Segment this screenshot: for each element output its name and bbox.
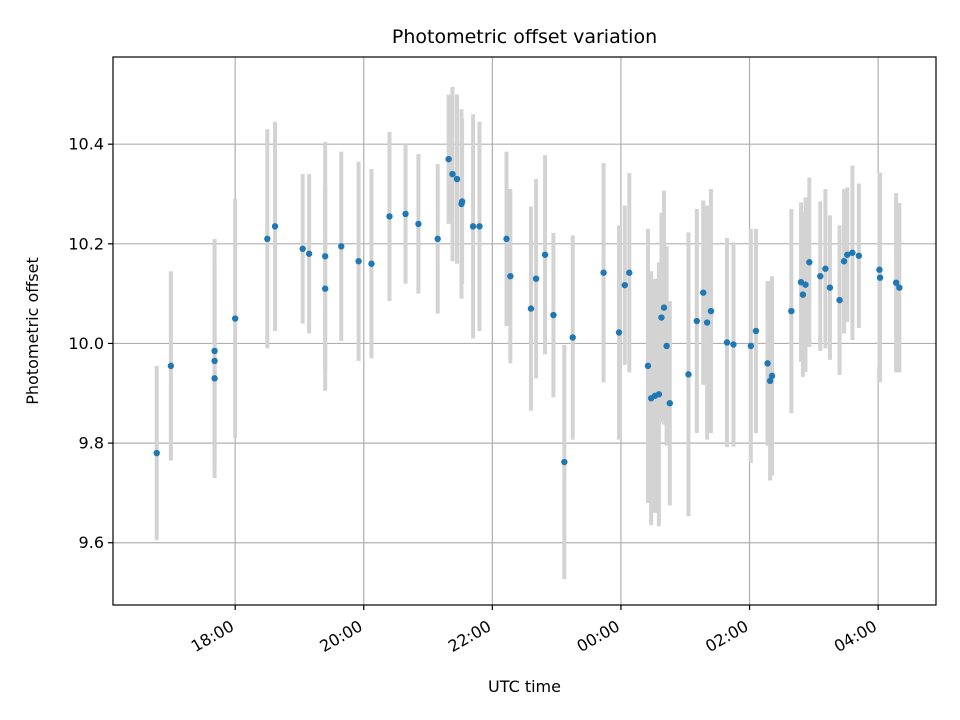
data-point <box>550 311 557 319</box>
y-tick-label: 10.4 <box>68 135 104 154</box>
data-point <box>386 213 393 220</box>
data-point <box>703 319 711 326</box>
data-point <box>305 250 313 257</box>
data-point <box>876 266 883 273</box>
data-point <box>532 275 540 282</box>
data-point <box>476 223 483 230</box>
y-tick-label: 10.0 <box>68 334 104 353</box>
data-point <box>844 251 851 258</box>
plot-frame <box>112 56 937 606</box>
data-point <box>271 223 279 230</box>
data-points <box>153 155 903 466</box>
data-point <box>655 391 663 398</box>
data-point <box>876 274 884 281</box>
data-point <box>402 210 409 218</box>
data-point <box>231 315 239 322</box>
data-point <box>507 273 514 280</box>
data-point <box>541 251 549 258</box>
data-point <box>849 249 856 256</box>
data-point <box>766 377 774 385</box>
data-point <box>211 375 218 382</box>
data-point <box>658 314 665 321</box>
data-point <box>449 170 456 178</box>
data-point <box>561 458 568 466</box>
data-point <box>663 342 670 350</box>
data-point <box>752 327 760 335</box>
data-point <box>321 285 329 292</box>
data-point <box>299 245 306 252</box>
data-point <box>788 307 795 315</box>
data-point <box>700 289 707 296</box>
data-point <box>693 317 701 325</box>
data-point <box>469 223 477 230</box>
data-point <box>826 284 834 291</box>
y-axis-title: Photometric offset <box>23 257 42 405</box>
data-point <box>167 362 175 370</box>
data-point <box>600 269 607 276</box>
data-point <box>621 281 629 289</box>
y-tick-label: 9.8 <box>79 434 104 453</box>
data-point <box>264 235 271 243</box>
data-point <box>527 305 535 312</box>
data-point <box>434 235 441 243</box>
data-point <box>768 372 776 380</box>
data-point <box>666 400 674 407</box>
data-point <box>458 198 466 205</box>
data-point <box>822 265 829 272</box>
data-point <box>896 284 903 291</box>
data-point <box>453 175 461 183</box>
data-point <box>802 281 809 288</box>
y-tick-label: 10.2 <box>68 234 104 253</box>
y-axis: 9.6 9.8 10.0 10.2 10.4 <box>68 135 113 552</box>
data-point <box>840 258 848 265</box>
data-point <box>368 260 375 267</box>
data-point <box>730 341 737 348</box>
data-point <box>644 362 652 370</box>
chart-title: Photometric offset variation <box>392 26 657 48</box>
data-point <box>836 296 843 304</box>
data-point <box>355 258 362 265</box>
data-point <box>723 339 731 346</box>
data-point <box>338 243 345 250</box>
data-point <box>211 347 218 355</box>
data-point <box>747 342 755 350</box>
data-point <box>685 371 692 378</box>
data-point <box>615 329 623 336</box>
data-point <box>660 304 668 311</box>
data-point <box>153 449 160 457</box>
data-point <box>626 269 633 276</box>
data-point <box>211 357 218 365</box>
data-point <box>321 253 329 260</box>
data-point <box>445 155 452 163</box>
data-point <box>707 307 715 315</box>
x-axis-title: UTC time <box>488 677 561 696</box>
y-tick-label: 9.6 <box>79 533 104 552</box>
data-point <box>764 360 771 367</box>
data-point <box>806 259 813 266</box>
data-point <box>799 291 807 298</box>
data-point <box>855 252 863 259</box>
data-point <box>892 279 900 286</box>
data-point <box>415 220 422 228</box>
data-point <box>817 273 824 280</box>
data-point <box>503 235 510 243</box>
data-point <box>569 334 576 341</box>
